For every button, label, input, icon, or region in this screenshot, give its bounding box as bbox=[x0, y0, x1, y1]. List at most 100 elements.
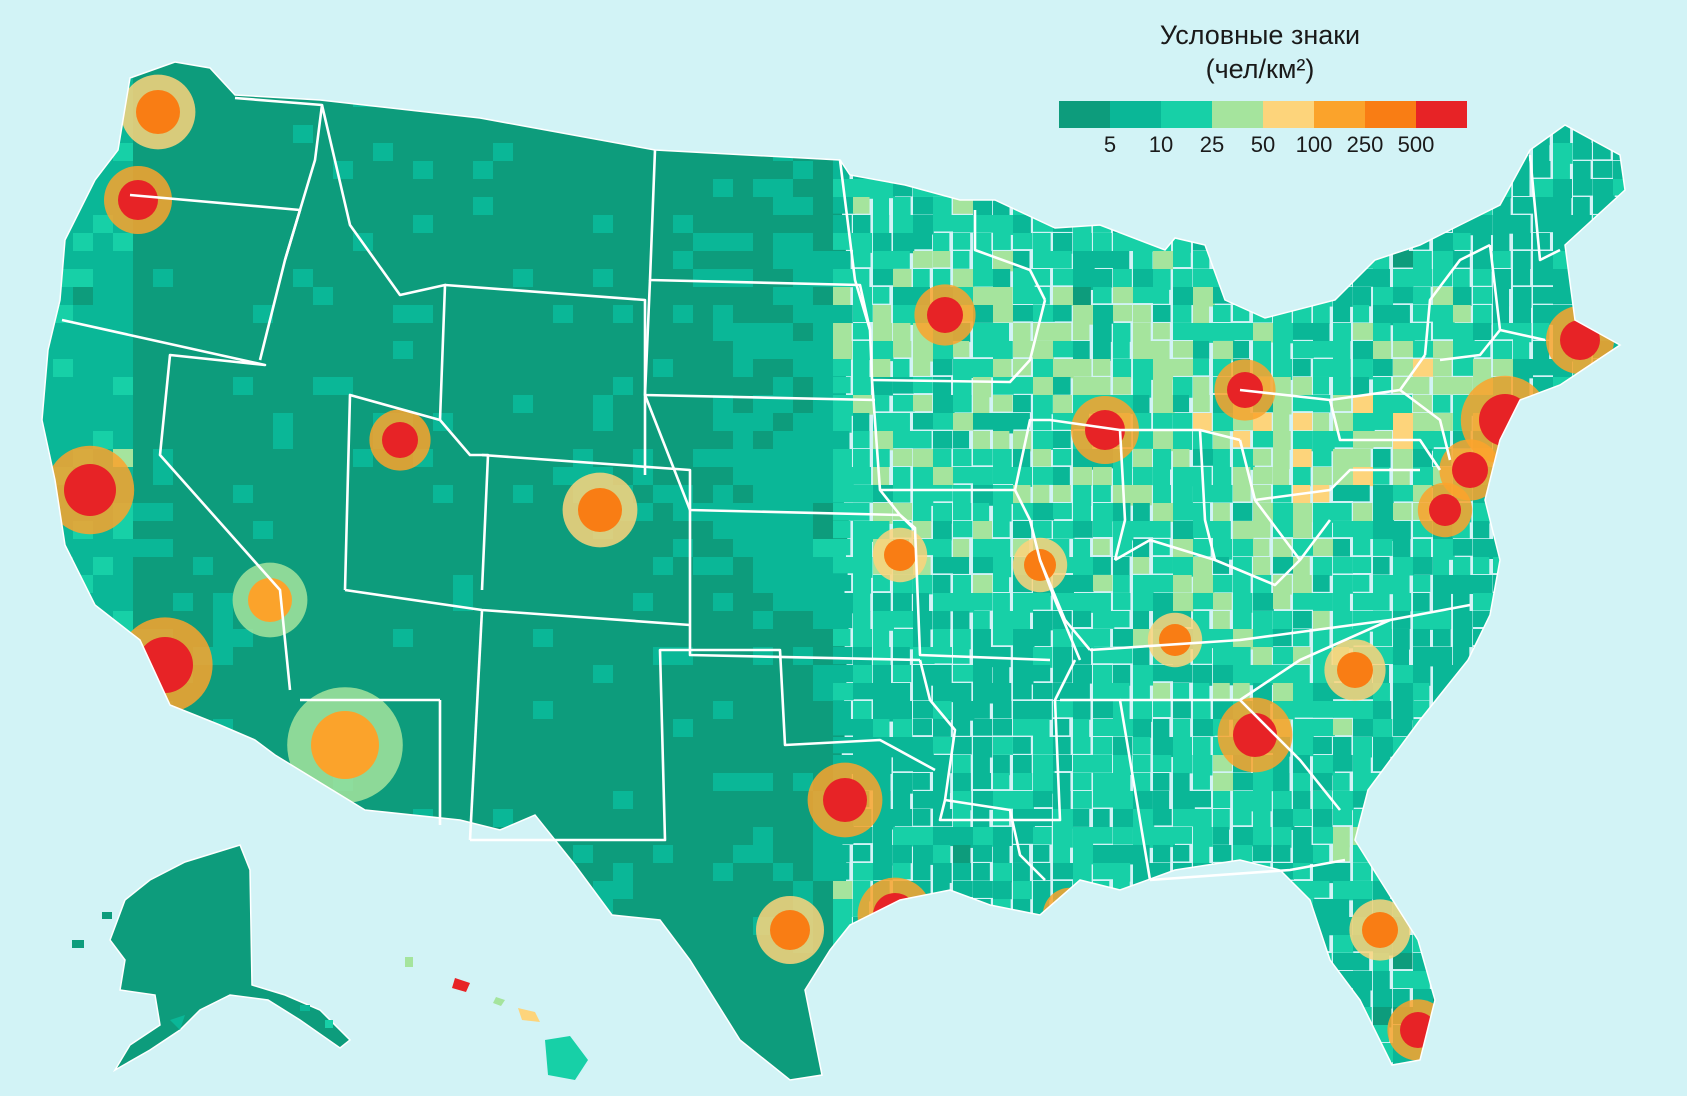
county-cell bbox=[493, 971, 525, 994]
county-cell bbox=[913, 1043, 935, 1061]
county-cell bbox=[1233, 521, 1254, 541]
county-cell bbox=[1633, 125, 1651, 143]
county-cell bbox=[853, 377, 871, 398]
county-cell bbox=[1193, 233, 1212, 251]
county-cell bbox=[1593, 1007, 1610, 1028]
county-cell bbox=[1553, 773, 1571, 793]
county-cell bbox=[1453, 1043, 1471, 1063]
county-cell bbox=[953, 1061, 974, 1080]
county-cell bbox=[1373, 575, 1394, 595]
county-cell bbox=[1273, 1025, 1292, 1042]
county-cell bbox=[1053, 935, 1071, 954]
county-cell bbox=[53, 161, 84, 191]
county-cell bbox=[953, 485, 971, 505]
county-cell bbox=[73, 71, 104, 99]
county-cell bbox=[633, 125, 661, 149]
county-cell bbox=[1213, 251, 1232, 270]
county-cell bbox=[1513, 89, 1535, 108]
county-cell bbox=[1073, 773, 1092, 791]
county-cell bbox=[1113, 611, 1130, 628]
county-cell bbox=[42, 935, 65, 959]
county-cell bbox=[1153, 395, 1175, 415]
county-cell bbox=[433, 1061, 466, 1080]
county-cell bbox=[1213, 215, 1231, 232]
county-cell bbox=[613, 1007, 649, 1031]
county-cell bbox=[1593, 503, 1615, 524]
county-cell bbox=[893, 845, 912, 864]
county-cell bbox=[873, 467, 890, 487]
county-cell bbox=[853, 845, 871, 862]
county-cell bbox=[1613, 233, 1625, 254]
county-cell bbox=[1293, 683, 1314, 702]
county-cell bbox=[1173, 881, 1192, 902]
county-cell bbox=[1333, 809, 1353, 826]
county-cell bbox=[1013, 971, 1033, 989]
county-cell bbox=[1333, 521, 1354, 538]
county-cell bbox=[1053, 467, 1070, 488]
county-cell bbox=[1473, 1061, 1495, 1079]
county-cell bbox=[853, 1007, 871, 1026]
county-cell bbox=[813, 1025, 842, 1049]
county-cell bbox=[213, 1043, 241, 1073]
county-cell bbox=[913, 395, 933, 412]
county-cell bbox=[1233, 1061, 1254, 1080]
county-cell bbox=[1573, 953, 1594, 973]
county-cell bbox=[873, 179, 895, 199]
county-cell bbox=[1113, 971, 1131, 992]
county-cell bbox=[1373, 305, 1394, 326]
county-cell bbox=[1553, 665, 1573, 683]
county-cell bbox=[1113, 503, 1131, 523]
county-cell bbox=[933, 557, 954, 574]
county-cell bbox=[553, 899, 584, 925]
county-cell bbox=[893, 413, 910, 434]
county-cell bbox=[973, 503, 990, 524]
county-cell bbox=[1053, 161, 1071, 181]
county-cell bbox=[1413, 881, 1432, 900]
county-cell bbox=[1613, 305, 1625, 322]
county-cell bbox=[993, 557, 1012, 578]
county-cell bbox=[1573, 485, 1594, 506]
county-cell bbox=[1273, 593, 1291, 610]
county-cell bbox=[1033, 971, 1050, 988]
hotspot-washington-dc bbox=[1429, 494, 1461, 526]
county-cell bbox=[1013, 215, 1031, 236]
county-cell bbox=[1053, 323, 1072, 343]
county-cell bbox=[1633, 521, 1652, 539]
county-cell bbox=[1053, 179, 1075, 198]
county-cell bbox=[1133, 341, 1155, 361]
county-cell bbox=[1213, 1043, 1234, 1062]
county-cell bbox=[493, 1061, 528, 1080]
county-cell bbox=[1533, 719, 1554, 736]
county-cell bbox=[1553, 683, 1574, 702]
county-cell bbox=[1213, 665, 1235, 686]
county-cell bbox=[953, 143, 975, 161]
county-cell bbox=[1633, 629, 1652, 647]
county-cell bbox=[1293, 575, 1312, 594]
county-cell bbox=[1213, 683, 1230, 700]
county-cell bbox=[973, 575, 993, 594]
county-cell bbox=[1453, 287, 1472, 306]
county-cell bbox=[93, 845, 124, 870]
county-cell bbox=[213, 773, 242, 801]
county-cell bbox=[893, 467, 911, 486]
county-cell bbox=[853, 233, 873, 253]
county-cell bbox=[793, 89, 822, 119]
county-cell bbox=[413, 827, 440, 856]
county-cell bbox=[393, 62, 420, 78]
county-cell bbox=[613, 1079, 648, 1080]
county-cell bbox=[1573, 737, 1593, 754]
county-cell bbox=[913, 62, 931, 71]
county-cell bbox=[353, 1079, 387, 1080]
county-cell bbox=[1073, 791, 1092, 809]
county-cell bbox=[993, 935, 1013, 956]
county-cell bbox=[1033, 251, 1055, 268]
county-cell bbox=[1213, 485, 1233, 503]
county-cell bbox=[253, 899, 286, 924]
county-cell bbox=[873, 665, 892, 686]
county-cell bbox=[1533, 215, 1555, 233]
county-cell bbox=[1493, 863, 1514, 882]
county-cell bbox=[973, 521, 993, 542]
county-cell bbox=[893, 71, 915, 89]
county-cell bbox=[1593, 1079, 1610, 1080]
hotspot-new-york bbox=[1479, 394, 1531, 446]
